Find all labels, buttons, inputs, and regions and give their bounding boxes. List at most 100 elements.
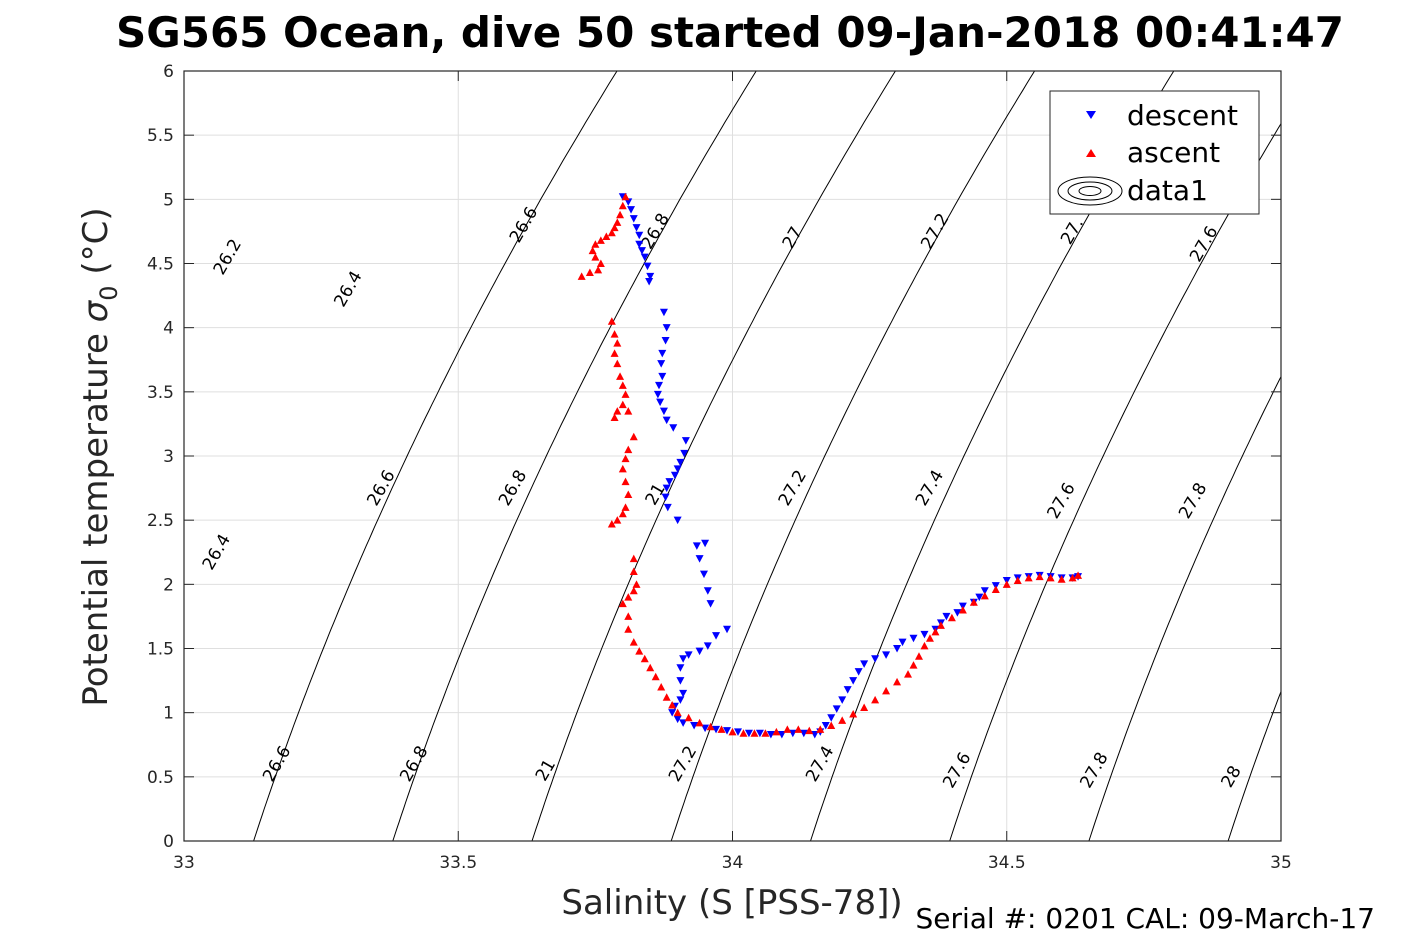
ascent-point [1035, 572, 1044, 581]
ascent-point [610, 349, 619, 357]
descent-point [624, 198, 633, 206]
chart-title: SG565 Ocean, dive 50 started 09-Jan-2018… [116, 8, 1344, 57]
descent-point [658, 349, 667, 358]
y-axis-label-sub: 0 [95, 285, 123, 300]
ascent-point [621, 503, 630, 511]
ascent-point [618, 599, 627, 608]
ascent-point [621, 192, 630, 201]
ascent-point [635, 647, 644, 655]
descent-point [659, 308, 668, 317]
descent-point [701, 724, 710, 733]
descent-point [953, 609, 962, 617]
serial-cal-footer: Serial #: 0201 CAL: 09-March-17 [915, 902, 1375, 935]
descent-point [695, 555, 704, 563]
descent-point [699, 570, 708, 579]
ascent-point [728, 727, 737, 736]
descent-point [637, 247, 646, 255]
ascent-point [772, 727, 781, 736]
descent-point [712, 725, 721, 734]
ascent-point [618, 381, 627, 389]
ascent-point [882, 686, 891, 695]
ascent-point [624, 612, 633, 620]
ascent-point [607, 520, 616, 528]
descent-point [635, 240, 644, 249]
y-axis-label-sigma: σ [76, 299, 116, 322]
ascent-point [717, 725, 726, 733]
descent-point [627, 206, 636, 214]
x-tick-label: 33.5 [439, 853, 477, 873]
descent-point [673, 465, 682, 473]
x-tick-label: 33 [173, 853, 195, 873]
ascent-point [596, 259, 605, 267]
descent-point [645, 277, 654, 286]
ascent-point [629, 567, 638, 575]
ascent-point [668, 700, 677, 709]
descent-point [799, 729, 808, 738]
ascent-point [662, 693, 671, 701]
x-axis-ticks: 33 33.5 34 34.5 35 [173, 71, 1292, 873]
ascent-point [1068, 573, 1077, 582]
descent-point [703, 587, 712, 595]
ascent-point [838, 716, 847, 724]
y-tick-label: 1.5 [147, 640, 174, 660]
descent-point [680, 449, 689, 458]
ascent-point [577, 272, 586, 280]
ascent-point [618, 464, 627, 473]
descent-point [871, 655, 880, 663]
ascent-point [629, 638, 638, 646]
descent-point [860, 660, 869, 668]
descent-point [766, 730, 775, 739]
descent-point [663, 503, 672, 512]
ascent-point [909, 661, 918, 669]
descent-point [661, 493, 670, 502]
ascent-point [613, 407, 622, 415]
descent-point [670, 471, 679, 480]
descent-point [893, 645, 902, 653]
descent-point [635, 231, 644, 240]
ascent-point [624, 625, 633, 633]
descent-point [975, 593, 984, 602]
descent-point [676, 696, 685, 704]
ascent-point [629, 432, 638, 441]
x-tick-label: 35 [1270, 853, 1292, 873]
isopycnal-line [1367, 71, 1417, 841]
descent-point [843, 686, 852, 694]
ascent-point [629, 586, 638, 595]
y-axis-label: Potential temperature σ0 (°C) [76, 207, 123, 706]
descent-point [679, 719, 688, 727]
ascent-point [739, 729, 748, 737]
y-tick-label: 5.5 [147, 126, 174, 146]
descent-point [669, 424, 678, 432]
x-tick-label: 34 [722, 853, 744, 873]
ascent-point [613, 218, 622, 226]
isopycnal-line [531, 71, 896, 841]
descent-point [665, 478, 674, 486]
descent-point [744, 729, 753, 738]
series-ascent [577, 192, 1083, 737]
ascent-point [640, 654, 649, 663]
descent-point [673, 715, 682, 724]
y-tick-label: 0.5 [147, 768, 174, 788]
ascent-point [624, 407, 633, 415]
ascent-point [893, 677, 902, 686]
ascent-point [860, 703, 869, 712]
ascent-point [616, 210, 625, 219]
ascent-point [931, 627, 940, 636]
ascent-point [695, 718, 704, 727]
ascent-point [602, 232, 611, 241]
descent-point [681, 437, 690, 445]
ascent-point [607, 317, 616, 325]
ascent-point [925, 634, 934, 642]
descent-point [673, 516, 682, 525]
descent-point [656, 398, 665, 407]
ascent-point [805, 726, 814, 735]
descent-point [679, 689, 688, 698]
descent-point [920, 630, 929, 639]
ascent-point [629, 554, 638, 563]
ascent-point [591, 240, 600, 248]
legend-descent-marker [1086, 111, 1096, 119]
descent-point [838, 696, 847, 704]
ascent-point [616, 372, 625, 380]
ascent-point [794, 725, 803, 733]
descent-point [733, 728, 742, 736]
